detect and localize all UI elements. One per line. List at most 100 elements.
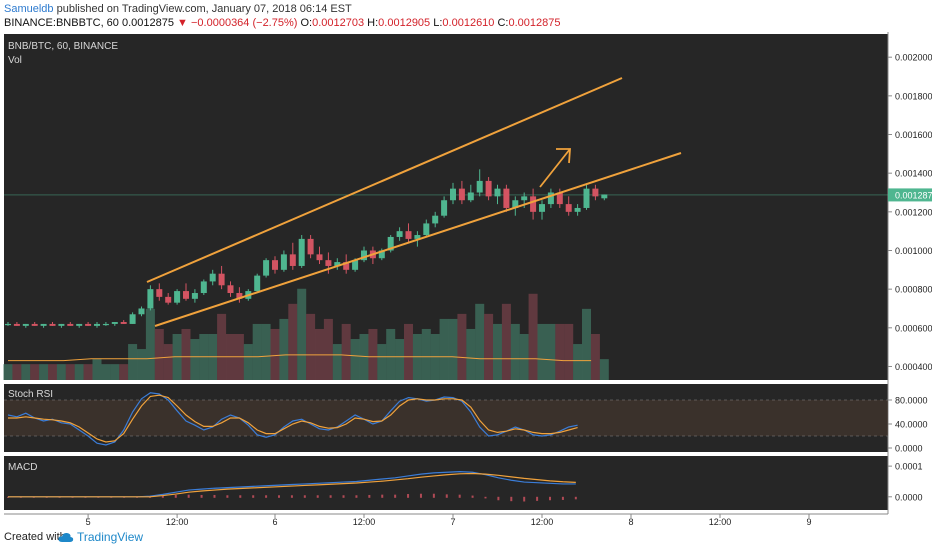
- volume-bar: [590, 333, 600, 380]
- open-label: O:: [300, 17, 313, 29]
- candle-body: [129, 314, 136, 324]
- macd-histogram-bar: [510, 496, 513, 502]
- candle-body: [236, 293, 243, 299]
- author-link[interactable]: Samueldb: [4, 3, 54, 15]
- volume-bar: [359, 333, 369, 380]
- candle-body: [387, 236, 394, 251]
- candle-body: [592, 188, 599, 197]
- volume-bar: [350, 339, 360, 380]
- time-tick-label: 6: [272, 517, 277, 526]
- price-change: −0.0000364 (−2.75%): [191, 17, 298, 29]
- candle-body: [432, 215, 439, 224]
- candle-body: [361, 250, 367, 261]
- candle-body: [76, 323, 83, 326]
- volume-bar: [270, 328, 280, 380]
- candle-body: [85, 323, 92, 326]
- volume-bar: [306, 313, 316, 380]
- macd-histogram-bar: [342, 495, 345, 498]
- macd-histogram-bar: [445, 494, 448, 498]
- close-label: C:: [497, 17, 509, 29]
- candle-body: [503, 188, 510, 208]
- candle-body: [218, 273, 225, 286]
- macd-histogram-bar: [419, 493, 422, 498]
- volume-bar: [501, 303, 511, 380]
- publish-info: published on TradingView.com, January 07…: [56, 3, 352, 15]
- volume-bar: [297, 288, 307, 380]
- candle-body: [307, 238, 314, 255]
- macd-histogram-bar: [213, 494, 216, 498]
- volume-bar: [101, 364, 111, 380]
- pair-legend: BNB/BTC, 60, BINANCE: [8, 41, 118, 52]
- candle-body: [423, 223, 430, 236]
- candle-body: [31, 323, 38, 326]
- volume-bar: [145, 308, 155, 380]
- volume-bar: [48, 364, 57, 380]
- volume-bar: [39, 364, 49, 380]
- macd-histogram-bar: [355, 495, 358, 498]
- macd-histogram-bar: [458, 494, 461, 498]
- volume-bar: [12, 364, 22, 380]
- volume-bar: [386, 328, 396, 380]
- volume-bar: [537, 323, 547, 380]
- macd-histogram-bar: [187, 494, 190, 498]
- macd-histogram-bar: [303, 495, 306, 498]
- quote-line: BINANCE:BNBBTC, 60 0.0012875 ▼ −0.000036…: [4, 17, 560, 29]
- volume-bar: [573, 344, 583, 380]
- candle-body: [22, 323, 29, 326]
- macd-legend: MACD: [8, 462, 37, 473]
- close-value: 0.0012875: [508, 17, 561, 29]
- volume-bar: [368, 328, 378, 380]
- volume-bar: [56, 364, 66, 380]
- candle-body: [485, 180, 492, 197]
- candle-body: [565, 204, 572, 212]
- tradingview-brand-text: TradingView: [77, 530, 144, 544]
- macd-histogram-bar: [471, 495, 474, 498]
- macd-histogram-bar: [226, 495, 229, 498]
- created-with-label: Created with: [4, 531, 66, 543]
- macd-histogram-bar: [536, 496, 539, 501]
- candle-body: [539, 204, 545, 212]
- time-tick-label: 5: [86, 517, 91, 526]
- stoch-blue-line: [7, 392, 578, 446]
- stoch-tick-label: 40.0000: [895, 420, 928, 430]
- volume-bar: [21, 364, 31, 380]
- stoch-tick-label: 0.0000: [895, 444, 923, 454]
- time-tick-label: 12:00: [353, 517, 376, 526]
- volume-bar: [599, 359, 609, 380]
- candle-body: [343, 262, 350, 270]
- candle-body: [102, 323, 109, 326]
- macd-histogram-bar: [484, 496, 487, 499]
- volume-bar: [564, 323, 574, 380]
- tradingview-brand[interactable]: TradingView: [58, 530, 143, 544]
- volume-bar: [519, 333, 529, 380]
- candle-body: [5, 323, 11, 326]
- stoch-band: [4, 400, 888, 436]
- candle-body: [120, 322, 127, 324]
- volume-bar: [404, 323, 413, 380]
- time-tick-label: 12:00: [531, 517, 554, 526]
- volume-bar: [181, 328, 191, 380]
- volume-bar: [163, 344, 173, 380]
- stoch-tick-label: 80.0000: [895, 396, 928, 406]
- open-value: 0.0012703: [312, 17, 365, 29]
- macd-histogram-bar: [174, 494, 177, 498]
- candle-body: [450, 188, 456, 201]
- time-tick-label: 12:00: [709, 517, 732, 526]
- volume-bar: [74, 364, 84, 380]
- candle-body: [325, 260, 332, 266]
- candle-body: [254, 275, 261, 292]
- macd-histogram-bar: [549, 496, 552, 501]
- candle-body: [574, 207, 581, 212]
- upper-trendline: [146, 77, 623, 283]
- pane-bg-3: [4, 456, 888, 510]
- candle-body: [147, 289, 154, 309]
- high-label: H:: [367, 17, 379, 29]
- candle-body: [441, 200, 448, 216]
- volume-ma-line: [8, 354, 592, 362]
- volume-bar: [439, 318, 449, 380]
- high-value: 0.0012905: [378, 17, 431, 29]
